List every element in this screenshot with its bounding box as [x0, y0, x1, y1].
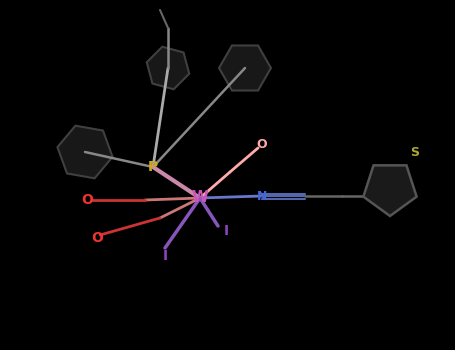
Polygon shape	[219, 46, 271, 91]
Text: I: I	[223, 224, 228, 238]
Text: N: N	[257, 189, 267, 203]
Text: O: O	[257, 138, 268, 150]
Polygon shape	[57, 126, 112, 178]
Text: W: W	[192, 190, 208, 205]
Text: I: I	[162, 249, 167, 263]
Text: O: O	[81, 193, 93, 207]
Text: P: P	[148, 160, 158, 174]
Text: S: S	[410, 146, 420, 159]
Text: O: O	[91, 231, 103, 245]
Polygon shape	[147, 47, 189, 89]
Polygon shape	[364, 165, 417, 216]
